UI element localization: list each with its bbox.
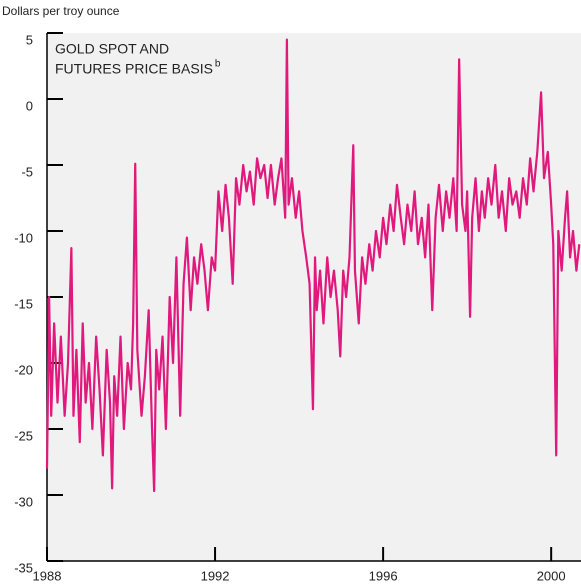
x-tick-label: 1992: [201, 568, 230, 583]
x-tick-label: 2000: [537, 568, 566, 583]
y-tick-label: -20: [14, 362, 33, 377]
y-tick-label: -15: [14, 296, 33, 311]
chart-title: GOLD SPOT AND: [55, 41, 169, 57]
y-tick-label: -30: [14, 494, 33, 509]
y-tick-label: -10: [14, 230, 33, 245]
x-tick-label: 1988: [33, 568, 62, 583]
y-tick-label: -25: [14, 428, 33, 443]
y-tick-label: 0: [26, 98, 33, 113]
data-line: [45, 38, 581, 493]
y-tick-label: 5: [26, 32, 33, 47]
x-tick-label: 1996: [369, 568, 398, 583]
y-tick-label: -35: [14, 560, 33, 575]
y-tick-label: -5: [21, 164, 33, 179]
title-footnote-marker: b: [215, 59, 221, 70]
y-axis-label: Dollars per troy ounce: [2, 4, 120, 18]
chart-title: FUTURES PRICE BASIS: [55, 61, 213, 77]
